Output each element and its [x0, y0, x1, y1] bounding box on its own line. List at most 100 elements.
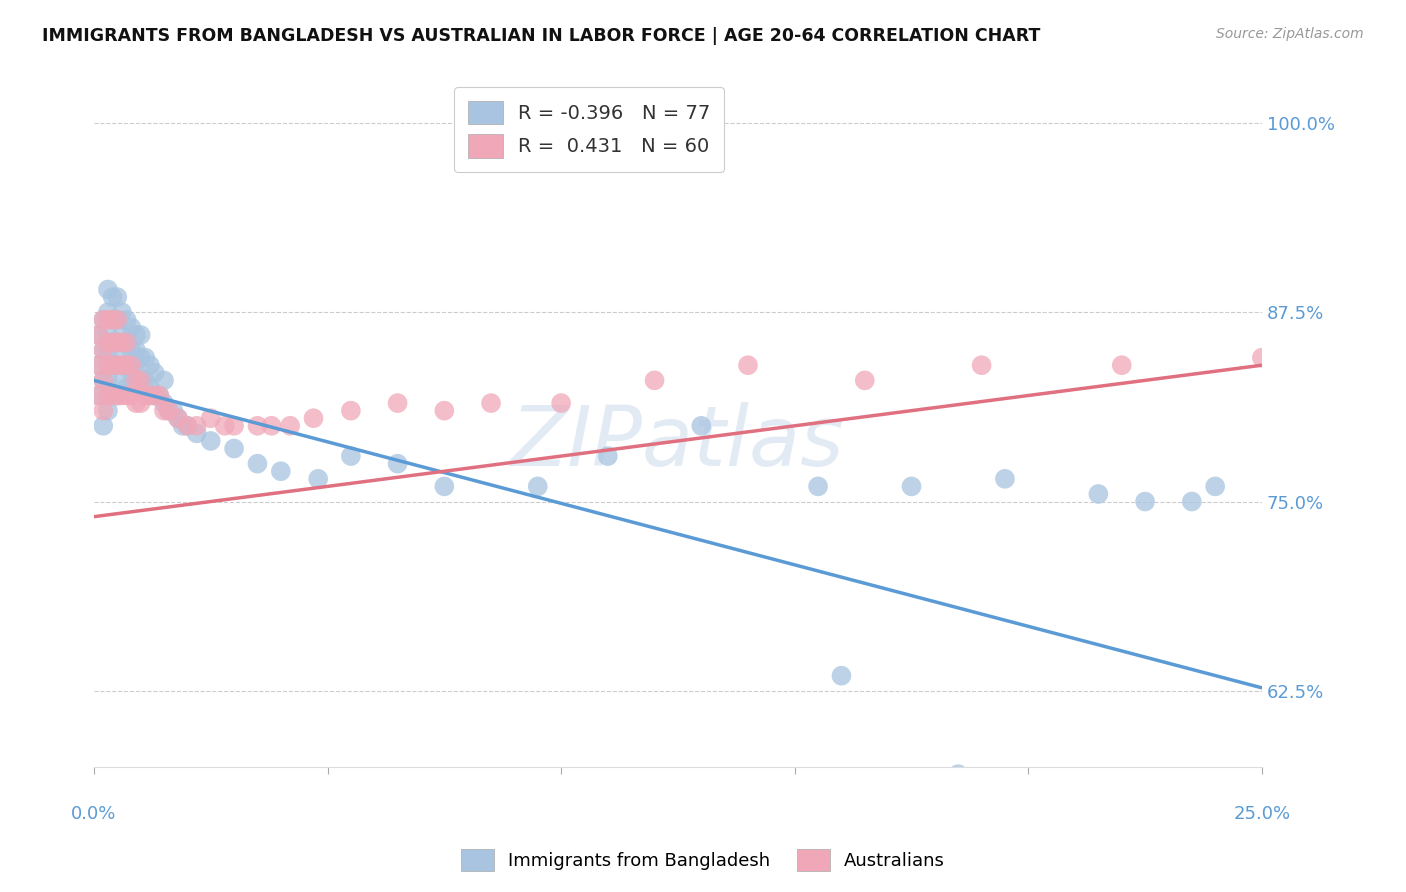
- Text: IMMIGRANTS FROM BANGLADESH VS AUSTRALIAN IN LABOR FORCE | AGE 20-64 CORRELATION : IMMIGRANTS FROM BANGLADESH VS AUSTRALIAN…: [42, 27, 1040, 45]
- Point: [200, 434, 222, 448]
- Point: [172, 418, 194, 433]
- Point: [115, 358, 138, 372]
- Point: [433, 403, 456, 417]
- Point: [596, 449, 619, 463]
- Point: [737, 358, 759, 372]
- Point: [105, 335, 128, 350]
- Legend: Immigrants from Bangladesh, Australians: Immigrants from Bangladesh, Australians: [454, 842, 952, 879]
- Point: [125, 373, 148, 387]
- Point: [1320, 138, 1343, 153]
- Point: [1251, 351, 1274, 365]
- Point: [91, 343, 114, 357]
- Point: [433, 479, 456, 493]
- Point: [186, 418, 208, 433]
- Point: [97, 335, 120, 350]
- Point: [644, 373, 666, 387]
- Point: [105, 335, 128, 350]
- Point: [101, 312, 124, 326]
- Point: [115, 335, 138, 350]
- Point: [1298, 138, 1320, 153]
- Legend: R = -0.396   N = 77, R =  0.431   N = 60: R = -0.396 N = 77, R = 0.431 N = 60: [454, 87, 724, 171]
- Point: [87, 388, 110, 402]
- Point: [167, 411, 190, 425]
- Point: [307, 472, 329, 486]
- Point: [91, 373, 114, 387]
- Point: [101, 335, 124, 350]
- Point: [143, 388, 166, 402]
- Point: [139, 381, 162, 395]
- Point: [340, 449, 363, 463]
- Point: [278, 418, 301, 433]
- Point: [115, 335, 138, 350]
- Point: [1227, 789, 1250, 804]
- Point: [105, 388, 128, 402]
- Point: [111, 305, 134, 319]
- Point: [87, 358, 110, 372]
- Point: [134, 351, 156, 365]
- Point: [111, 351, 134, 365]
- Point: [87, 327, 110, 342]
- Point: [129, 351, 152, 365]
- Point: [387, 396, 409, 410]
- Point: [91, 403, 114, 417]
- Point: [105, 388, 128, 402]
- Point: [246, 457, 269, 471]
- Point: [1204, 479, 1226, 493]
- Point: [105, 290, 128, 304]
- Point: [111, 358, 134, 372]
- Point: [1087, 487, 1109, 501]
- Point: [105, 312, 128, 326]
- Point: [550, 396, 572, 410]
- Point: [91, 373, 114, 387]
- Point: [807, 479, 830, 493]
- Point: [97, 312, 120, 326]
- Point: [134, 388, 156, 402]
- Point: [900, 479, 922, 493]
- Point: [948, 767, 970, 781]
- Point: [246, 418, 269, 433]
- Point: [111, 373, 134, 387]
- Y-axis label: In Labor Force | Age 20-64: In Labor Force | Age 20-64: [0, 312, 8, 532]
- Point: [125, 396, 148, 410]
- Point: [143, 388, 166, 402]
- Point: [222, 442, 245, 456]
- Point: [101, 290, 124, 304]
- Point: [120, 366, 142, 380]
- Point: [120, 343, 142, 357]
- Point: [1064, 782, 1087, 797]
- Point: [129, 396, 152, 410]
- Point: [120, 320, 142, 334]
- Point: [97, 388, 120, 402]
- Point: [129, 373, 152, 387]
- Point: [120, 388, 142, 402]
- Text: 25.0%: 25.0%: [1233, 805, 1291, 823]
- Point: [91, 418, 114, 433]
- Point: [970, 358, 993, 372]
- Point: [994, 472, 1017, 486]
- Point: [148, 388, 170, 402]
- Point: [214, 418, 236, 433]
- Point: [91, 343, 114, 357]
- Point: [115, 358, 138, 372]
- Point: [101, 388, 124, 402]
- Point: [91, 312, 114, 326]
- Point: [101, 335, 124, 350]
- Point: [129, 327, 152, 342]
- Point: [176, 418, 198, 433]
- Point: [101, 358, 124, 372]
- Point: [340, 403, 363, 417]
- Point: [526, 479, 548, 493]
- Point: [830, 669, 852, 683]
- Point: [115, 388, 138, 402]
- Point: [143, 366, 166, 380]
- Point: [302, 411, 325, 425]
- Point: [97, 283, 120, 297]
- Point: [120, 358, 142, 372]
- Point: [387, 457, 409, 471]
- Point: [222, 418, 245, 433]
- Point: [111, 335, 134, 350]
- Point: [186, 426, 208, 441]
- Point: [87, 358, 110, 372]
- Point: [162, 403, 184, 417]
- Text: ZIPatlas: ZIPatlas: [512, 402, 845, 483]
